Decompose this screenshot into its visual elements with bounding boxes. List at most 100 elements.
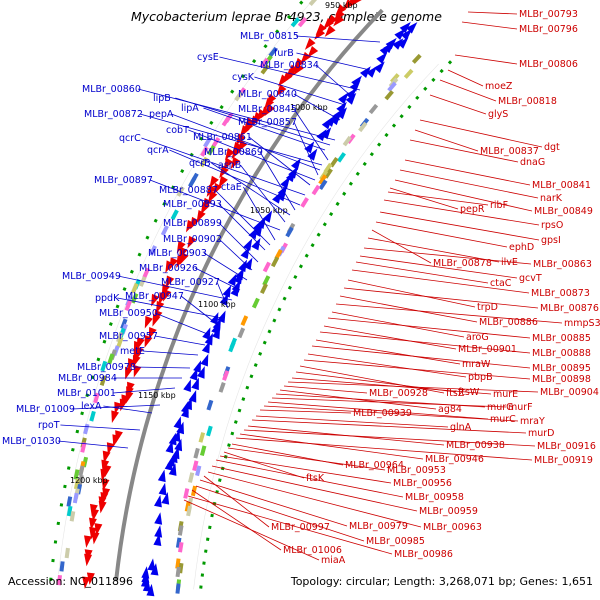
right-label-leader bbox=[207, 471, 422, 528]
left-gene-label: MLBr_00949 bbox=[62, 271, 121, 282]
right-label-leader bbox=[315, 339, 461, 365]
right-label-leader bbox=[199, 479, 348, 527]
right-label-leader bbox=[363, 247, 532, 265]
left-gene-label: MLBr_00834 bbox=[260, 60, 319, 71]
right-gene-label: MLBr_00878 bbox=[433, 258, 492, 269]
left-gene-label: MLBr_00926 bbox=[139, 263, 198, 274]
right-gene-label: MLBr_00964 bbox=[345, 460, 404, 471]
right-label-leader bbox=[339, 295, 478, 323]
gc-marker bbox=[423, 86, 428, 91]
right-label-leader bbox=[267, 401, 489, 420]
left-gene-label: MLBr_00978 bbox=[77, 362, 136, 373]
gc-marker bbox=[298, 264, 303, 269]
left-label-leader bbox=[132, 366, 191, 369]
reverse-gene-arrow bbox=[223, 157, 233, 171]
cog-block bbox=[73, 469, 80, 480]
reverse-gene-arrow bbox=[91, 531, 100, 545]
reverse-gene-arrow bbox=[151, 293, 160, 307]
forward-gene-arrow bbox=[204, 332, 213, 346]
left-label-leader bbox=[243, 186, 276, 241]
cog-block bbox=[262, 275, 271, 286]
left-gene-label: MLBr_00860 bbox=[82, 84, 141, 95]
right-label-leader bbox=[387, 191, 489, 206]
right-label-leader bbox=[383, 199, 540, 226]
gc-marker bbox=[245, 385, 250, 390]
left-label-leader bbox=[60, 424, 141, 431]
right-gene-label: ftsK bbox=[306, 473, 325, 484]
right-gene-label: MLBr_00873 bbox=[531, 288, 590, 299]
gc-marker bbox=[53, 540, 58, 544]
left-gene-label: asnB bbox=[218, 160, 241, 171]
gc-marker bbox=[267, 329, 272, 334]
gc-marker bbox=[299, 0, 304, 5]
gc-marker bbox=[230, 89, 235, 94]
gc-marker bbox=[199, 585, 203, 589]
forward-gene-arrow bbox=[174, 438, 183, 452]
forward-gene-arrow bbox=[173, 416, 182, 430]
right-gene-label: murC bbox=[490, 414, 516, 425]
cog-block bbox=[221, 115, 231, 127]
right-gene-label: MLBr_00793 bbox=[519, 9, 578, 20]
reverse-gene-arrow bbox=[278, 74, 289, 87]
left-label-leader bbox=[169, 149, 301, 206]
left-label-leader bbox=[203, 107, 326, 151]
accession-label: Accession: NC_011896 bbox=[8, 575, 134, 588]
right-label-leader bbox=[235, 437, 533, 461]
reverse-gene-arrow bbox=[323, 17, 334, 30]
right-label-leader bbox=[183, 499, 320, 561]
right-gene-label: MLBr_00886 bbox=[479, 317, 538, 328]
gc-marker bbox=[322, 222, 327, 227]
gc-marker bbox=[108, 322, 113, 326]
right-gene-label: MLBr_00888 bbox=[532, 348, 591, 359]
right-label-leader bbox=[323, 325, 457, 350]
reverse-gene-arrow bbox=[100, 468, 109, 482]
reverse-gene-arrow bbox=[98, 500, 107, 514]
forward-gene-arrow bbox=[189, 367, 198, 381]
cog-block bbox=[336, 152, 346, 163]
right-gene-label: rpsO bbox=[541, 220, 563, 231]
reverse-gene-arrow bbox=[86, 572, 95, 585]
right-label-leader bbox=[429, 94, 487, 115]
gc-marker bbox=[219, 105, 224, 110]
right-gene-label: MLBr_00985 bbox=[366, 536, 425, 547]
right-gene-label: MLBr_00997 bbox=[271, 522, 330, 533]
cog-block bbox=[260, 64, 270, 75]
cog-block bbox=[80, 442, 87, 453]
left-gene-label: MLBr_00984 bbox=[58, 373, 117, 384]
left-label-leader bbox=[103, 405, 153, 414]
right-gene-label: MLBr_00963 bbox=[423, 522, 482, 533]
gc-marker bbox=[253, 363, 258, 367]
forward-gene-arrow bbox=[272, 191, 282, 204]
reverse-gene-arrow bbox=[276, 84, 287, 97]
gc-marker bbox=[249, 374, 254, 379]
right-label-leader bbox=[375, 221, 508, 248]
left-gene-label: MLBr_00903 bbox=[148, 248, 207, 259]
right-label-leader bbox=[359, 255, 518, 279]
forward-gene-arrow bbox=[157, 469, 166, 483]
left-gene-label: pepA bbox=[149, 109, 174, 120]
gc-marker bbox=[369, 152, 374, 157]
reverse-gene-arrow bbox=[190, 216, 200, 230]
reverse-gene-arrow bbox=[333, 14, 345, 27]
gc-marker bbox=[59, 503, 64, 507]
gc-marker bbox=[85, 393, 90, 398]
cog-block bbox=[260, 283, 268, 295]
cog-block bbox=[342, 135, 352, 147]
cog-block bbox=[120, 318, 128, 330]
cog-block bbox=[358, 121, 368, 133]
left-gene-label: MLBr_00872 bbox=[84, 109, 143, 120]
forward-gene-arrow bbox=[251, 237, 261, 251]
cog-block bbox=[251, 297, 260, 309]
right-gene-label: MLBr_01006 bbox=[283, 545, 342, 556]
gc-marker bbox=[96, 357, 101, 362]
right-gene-label: ephD bbox=[509, 242, 534, 253]
reverse-gene-arrow bbox=[237, 139, 248, 153]
left-gene-label: rpoT bbox=[38, 420, 60, 431]
cog-block bbox=[195, 465, 202, 477]
gc-marker bbox=[217, 478, 222, 482]
right-label-leader bbox=[239, 433, 424, 460]
cog-block bbox=[206, 144, 216, 156]
cog-block bbox=[188, 176, 197, 188]
left-gene-label: cobT bbox=[166, 125, 189, 136]
